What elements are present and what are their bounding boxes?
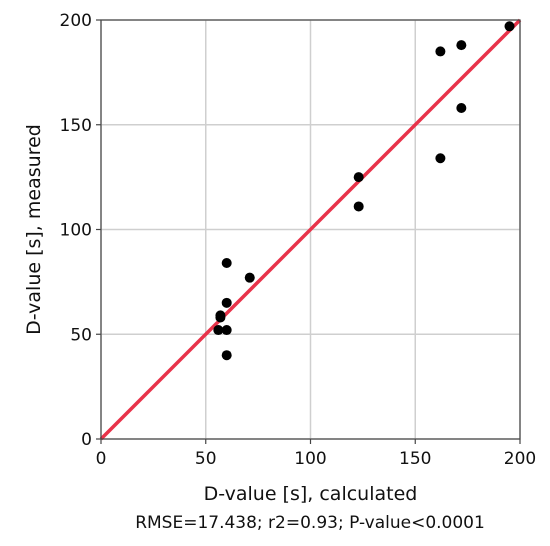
x-tick-label-1: 50 <box>195 449 217 469</box>
x-tick-label-2: 100 <box>294 449 326 469</box>
data-points <box>213 21 515 361</box>
x-axis-ticks: 0 50 100 150 200 <box>96 439 536 469</box>
y-tick-label-2: 100 <box>60 221 92 241</box>
data-point-6 <box>221 350 232 361</box>
y-tick-label-4: 200 <box>60 11 92 31</box>
data-point-7 <box>244 272 255 283</box>
data-point-4 <box>221 297 232 308</box>
data-point-11 <box>435 153 446 164</box>
y-axis-ticks: 0 50 100 150 200 <box>60 11 101 450</box>
data-point-10 <box>435 46 446 57</box>
y-tick-label-3: 150 <box>60 116 92 136</box>
y-tick-label-0: 0 <box>81 430 92 450</box>
statistics-caption: RMSE=17.438; r2=0.93; P-value<0.0001 <box>135 513 485 533</box>
data-point-0 <box>213 325 224 336</box>
x-tick-label-3: 150 <box>399 449 431 469</box>
x-tick-label-4: 200 <box>504 449 536 469</box>
y-axis-label: D-value [s], measured <box>23 124 45 335</box>
data-point-9 <box>353 201 364 212</box>
data-point-3 <box>221 258 232 269</box>
x-tick-label-0: 0 <box>96 449 107 469</box>
data-point-13 <box>456 102 467 113</box>
x-axis-label: D-value [s], calculated <box>204 483 418 505</box>
data-point-12 <box>456 40 467 51</box>
data-point-5 <box>221 325 232 336</box>
data-point-14 <box>504 21 515 32</box>
data-point-8 <box>353 172 364 183</box>
data-point-2 <box>215 310 226 321</box>
identity-reference-line <box>99 18 522 441</box>
y-tick-label-1: 50 <box>70 325 92 345</box>
